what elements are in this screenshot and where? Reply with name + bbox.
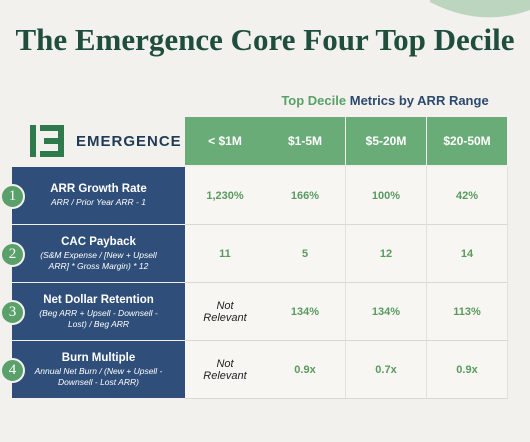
- cell-value: 166%: [290, 189, 320, 202]
- cell: 134%: [265, 283, 346, 341]
- decoration: [430, 0, 530, 18]
- cell: 14: [427, 225, 508, 283]
- subtitle-highlight: Top Decile: [281, 93, 347, 108]
- cell: 0.7x: [346, 341, 427, 399]
- row-label: Burn Multiple Annual Net Burn / (New + Up…: [12, 341, 185, 399]
- row-label: CAC Payback (S&M Expense / [New + Upsell …: [12, 225, 185, 283]
- cell: 134%: [346, 283, 427, 341]
- cell: 0.9x: [265, 341, 346, 399]
- column-header: $1-5M: [265, 117, 346, 165]
- title: The Emergence Core Four Top Decile: [15, 22, 515, 57]
- subtitle: Top Decile Metrics by ARR Range: [250, 93, 520, 108]
- metric-name: ARR Growth Rate: [50, 183, 147, 195]
- cell: Not Relevant: [185, 341, 266, 399]
- metric-formula: (S&M Expense / [New + Upsell ARR] * Gros…: [40, 249, 157, 271]
- cell: 1,230%: [185, 167, 266, 225]
- logo: EMERGENCE: [30, 124, 182, 158]
- cell-value: 113%: [453, 305, 481, 318]
- cell: 100%: [346, 167, 427, 225]
- column-header: $20-50M: [427, 117, 508, 165]
- cell-value: 0.9x: [456, 363, 478, 376]
- metric-name: Burn Multiple: [61, 351, 136, 364]
- row-label: Net Dollar Retention (Beg ARR + Upsell - …: [12, 283, 185, 341]
- cell: 113%: [427, 283, 508, 341]
- row-number: 1: [0, 183, 25, 209]
- row-label: ARR Growth Rate ARR / Prior Year ARR - 1: [12, 167, 185, 225]
- metric-name: Net Dollar Retention: [43, 293, 154, 306]
- subtitle-rest: Metrics by ARR Range: [349, 93, 489, 108]
- cell-value: Not Relevant: [203, 357, 247, 382]
- cell-value: 0.7x: [375, 363, 397, 376]
- cell: 42%: [427, 167, 508, 225]
- metric-formula: (Beg ARR + Upsell - Downsell - Lost) / B…: [39, 307, 158, 329]
- row-number: 2: [0, 241, 25, 267]
- cell-value: 0.9x: [294, 363, 316, 376]
- cell-value: Not Relevant: [203, 299, 247, 324]
- row-number: 3: [0, 299, 25, 325]
- cell: 12: [346, 225, 427, 283]
- column-header: $5-20M: [346, 117, 427, 165]
- logo-icon: [30, 125, 64, 157]
- cell-value: 1,230%: [206, 189, 244, 202]
- logo-text: EMERGENCE: [76, 132, 182, 150]
- cell: 11: [185, 225, 266, 283]
- cell-value: 11: [219, 247, 231, 260]
- metric-formula: Annual Net Burn / (New + Upsell - Downse…: [34, 365, 163, 387]
- cell-value: 134%: [371, 305, 401, 318]
- cell-value: 12: [379, 247, 393, 260]
- cell-value: 134%: [290, 305, 320, 318]
- column-header: < $1M: [185, 117, 266, 165]
- row-number: 4: [0, 357, 25, 383]
- cell: 166%: [265, 167, 346, 225]
- metric-name: CAC Payback: [61, 235, 136, 248]
- metric-formula: ARR / Prior Year ARR - 1: [51, 197, 146, 207]
- cell: Not Relevant: [185, 283, 266, 341]
- cell-value: 14: [460, 247, 474, 260]
- cell-value: 100%: [371, 189, 401, 202]
- cell: 0.9x: [427, 341, 508, 399]
- cell-value: 5: [301, 247, 309, 260]
- cell: 5: [265, 225, 346, 283]
- cell-value: 42%: [455, 189, 479, 202]
